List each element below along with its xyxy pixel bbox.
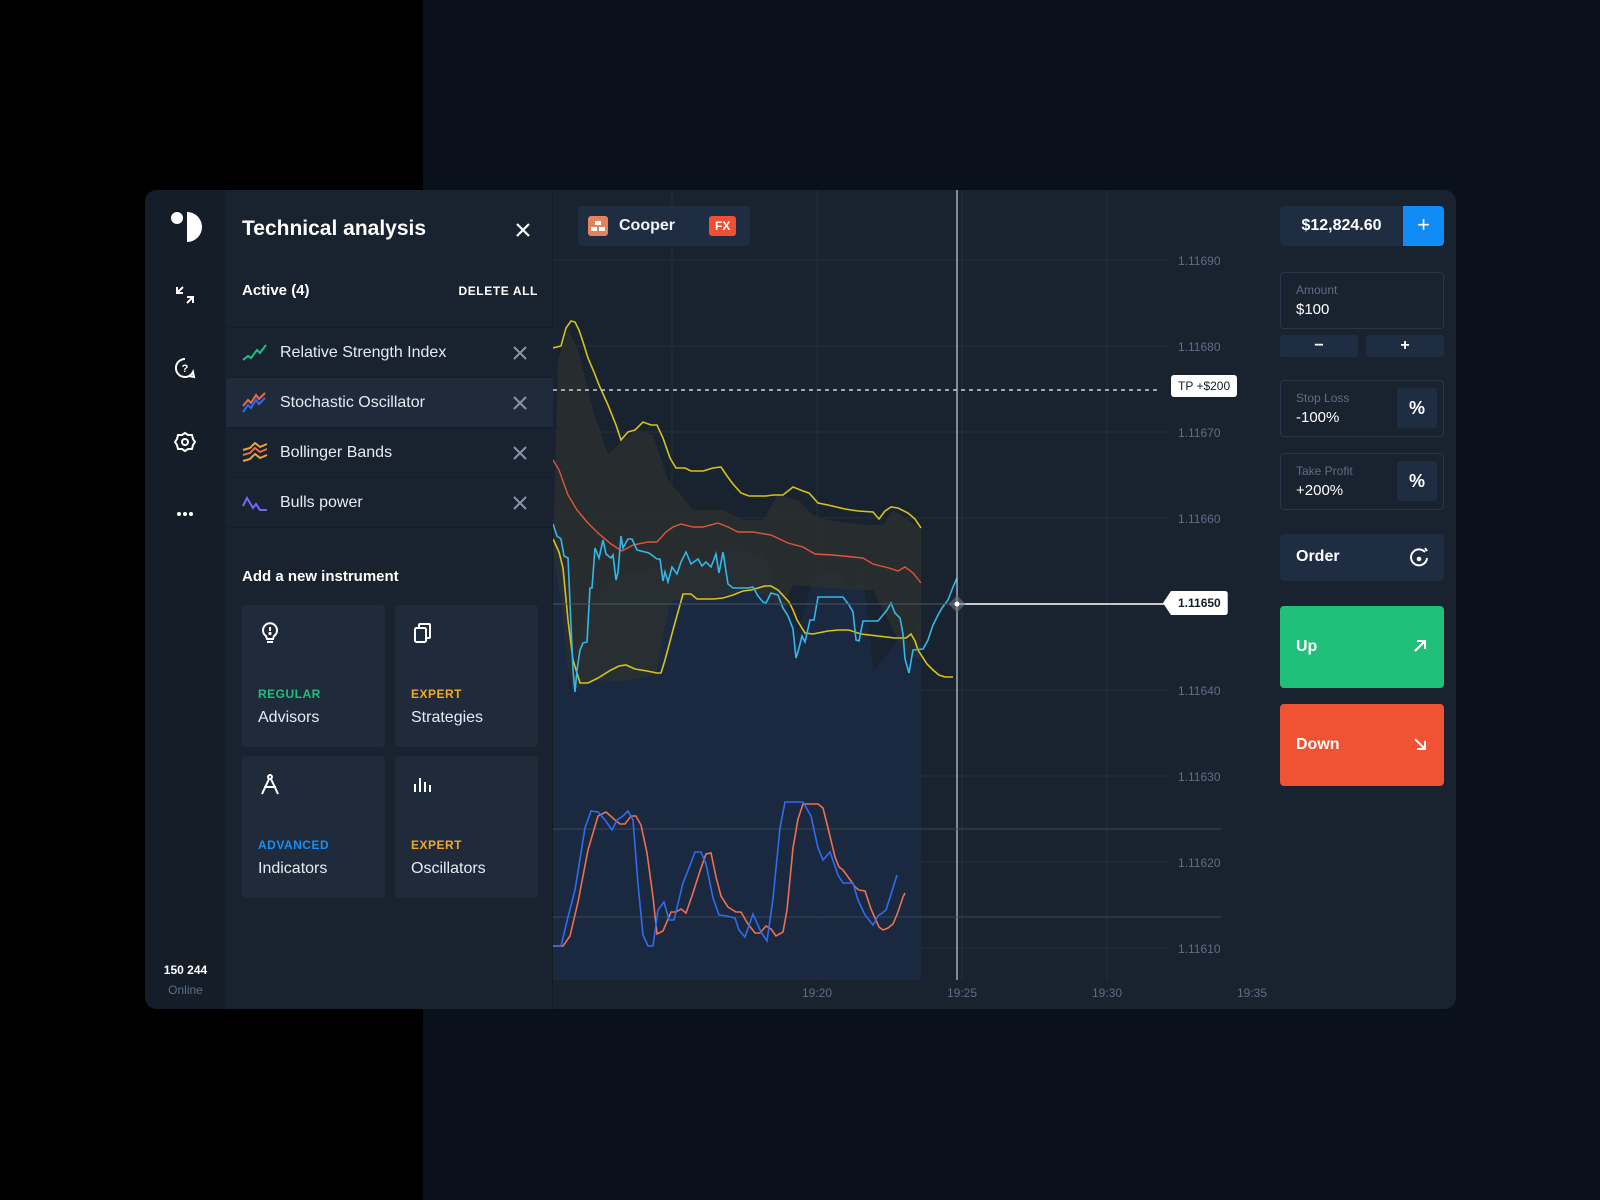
card-name: Strategies (411, 709, 484, 726)
remove-indicator-icon[interactable] (512, 345, 528, 361)
active-count-label: Active (4) (242, 282, 310, 299)
more-icon[interactable] (173, 502, 197, 526)
card-oscillators[interactable]: EXPERT Oscillators (395, 756, 538, 898)
svg-text:?: ? (182, 363, 189, 375)
active-indicator-list: Relative Strength Index Stochastic Oscil… (226, 327, 553, 533)
x-axis-label: 19:25 (946, 986, 978, 1000)
instrument-cards: REGULAR Advisors EXPERT Strategies ADVAN… (242, 605, 538, 898)
asset-selector[interactable]: Cooper FX (578, 206, 750, 246)
indicator-name: Bulls power (280, 493, 363, 511)
card-name: Indicators (258, 860, 328, 877)
nav-rail: ? 150 244 Online (145, 190, 226, 1009)
x-axis-label: 19:30 (1091, 986, 1123, 1000)
asset-type-badge: FX (709, 216, 737, 236)
indicator-item-bulls-power[interactable]: Bulls power (226, 477, 553, 527)
remove-indicator-icon[interactable] (512, 445, 528, 461)
card-tag: ADVANCED (258, 838, 330, 852)
balance-value[interactable]: $12,824.60 (1280, 206, 1403, 246)
help-icon[interactable]: ? (173, 356, 197, 380)
close-icon[interactable] (514, 221, 532, 239)
amount-label: Amount (1296, 283, 1338, 297)
active-header: Active (4) DELETE ALL (242, 282, 538, 299)
balance-box: $12,824.60 + (1280, 206, 1444, 246)
collapse-expand-icon[interactable] (173, 283, 197, 307)
rsi-line-icon (242, 343, 267, 361)
price-chart[interactable] (553, 190, 1243, 1009)
lightbulb-icon (262, 622, 278, 643)
y-axis-label: 1.11610 (1178, 942, 1221, 956)
logo-icon[interactable] (169, 210, 205, 244)
stop-loss-field[interactable]: Stop Loss -100% % (1280, 380, 1444, 437)
take-profit-value[interactable]: +200% (1296, 482, 1344, 499)
card-name: Oscillators (411, 860, 486, 877)
card-indicators[interactable]: ADVANCED Indicators (242, 756, 385, 898)
stop-loss-label: Stop Loss (1296, 391, 1350, 405)
list-divider (226, 527, 553, 533)
trade-panel: $12,824.60 + Amount $100 − + Stop Loss -… (1268, 190, 1456, 1009)
gold-bars-icon (588, 216, 608, 236)
panel-title: Technical analysis (242, 217, 427, 240)
card-tag: REGULAR (258, 687, 321, 701)
online-counter: 150 244 Online (145, 963, 226, 997)
x-axis-label: 19:20 (801, 986, 833, 1000)
amount-increase-button[interactable]: + (1366, 335, 1444, 357)
trading-app-window: ? 150 244 Online Technical analysis Acti… (145, 190, 1456, 1009)
card-tag: EXPERT (411, 838, 463, 852)
take-profit-tag[interactable]: TP +$200 (1171, 375, 1238, 397)
arrow-up-right-icon (1414, 640, 1426, 652)
bollinger-bands-icon (242, 441, 268, 462)
y-axis-label: 1.11660 (1178, 512, 1221, 526)
stop-loss-percent-toggle[interactable]: % (1397, 388, 1437, 428)
down-label: Down (1296, 736, 1340, 753)
amount-field[interactable]: Amount $100 (1280, 272, 1444, 329)
y-axis-label: 1.11680 (1178, 340, 1221, 354)
indicator-name: Bollinger Bands (280, 443, 393, 461)
down-button[interactable]: Down (1280, 704, 1444, 786)
compass-icon (261, 774, 279, 795)
indicator-item-stochastic[interactable]: Stochastic Oscillator (226, 377, 553, 427)
remove-indicator-icon[interactable] (512, 495, 528, 511)
add-instrument-title: Add a new instrument (242, 568, 399, 585)
delete-all-button[interactable]: DELETE ALL (458, 283, 538, 298)
x-axis-label: 19:35 (1236, 986, 1268, 1000)
arrow-down-right-icon (1414, 738, 1426, 750)
y-axis-label: 1.11630 (1178, 770, 1221, 784)
card-tag: EXPERT (411, 687, 463, 701)
bulls-power-icon (242, 495, 267, 511)
stochastic-lines-icon (242, 391, 266, 413)
indicator-item-rsi[interactable]: Relative Strength Index (226, 327, 553, 377)
card-name: Advisors (258, 709, 320, 726)
indicator-name: Stochastic Oscillator (280, 393, 425, 411)
online-label: Online (168, 983, 203, 997)
stop-loss-value[interactable]: -100% (1296, 409, 1340, 426)
copy-icon (414, 623, 431, 643)
amount-value[interactable]: $100 (1296, 301, 1330, 318)
take-profit-label: Take Profit (1296, 464, 1353, 478)
asset-name: Cooper (619, 217, 675, 234)
technical-analysis-panel: Technical analysis Active (4) DELETE ALL… (226, 190, 553, 1009)
y-axis-label: 1.11640 (1178, 684, 1221, 698)
chart-area[interactable]: Cooper FX 1.11690 1.11680 1.11670 1.1166… (553, 190, 1267, 1009)
settings-icon[interactable] (173, 430, 197, 454)
order-button[interactable]: Order (1280, 534, 1444, 581)
timer-icon (1410, 547, 1428, 567)
online-count: 150 244 (163, 963, 208, 977)
deposit-button[interactable]: + (1403, 206, 1444, 246)
indicator-name: Relative Strength Index (280, 343, 447, 361)
y-axis-label: 1.11690 (1178, 254, 1221, 268)
card-advisors[interactable]: REGULAR Advisors (242, 605, 385, 747)
remove-indicator-icon[interactable] (512, 395, 528, 411)
card-strategies[interactable]: EXPERT Strategies (395, 605, 538, 747)
take-profit-field[interactable]: Take Profit +200% % (1280, 453, 1444, 510)
y-axis-label: 1.11620 (1178, 856, 1221, 870)
take-profit-percent-toggle[interactable]: % (1397, 461, 1437, 501)
indicator-item-bollinger[interactable]: Bollinger Bands (226, 427, 553, 477)
current-price-tag: 1.11650 (1163, 591, 1228, 615)
up-button[interactable]: Up (1280, 606, 1444, 688)
amount-decrease-button[interactable]: − (1280, 335, 1358, 357)
bar-chart-icon (414, 778, 431, 792)
order-label: Order (1296, 548, 1340, 565)
up-label: Up (1296, 638, 1318, 655)
y-axis-label: 1.11670 (1178, 426, 1221, 440)
